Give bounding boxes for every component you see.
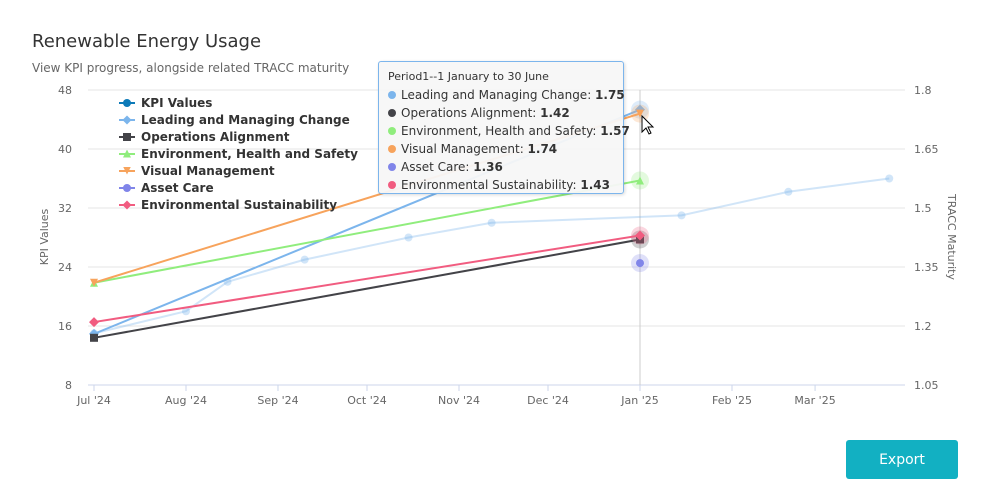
legend-item[interactable]: Operations Alignment xyxy=(119,128,358,145)
tooltip-value: 1.57 xyxy=(600,124,630,138)
y2-tick-label: 1.2 xyxy=(914,320,932,333)
series-line-2 xyxy=(93,238,641,339)
legend-symbol-icon xyxy=(119,149,135,159)
y2-axis-title: TRACC Maturity xyxy=(945,193,958,281)
tooltip: Period1--1 January to 30 June Leading an… xyxy=(378,61,630,194)
tooltip-row: Environmental Sustainability: 1.43 xyxy=(388,176,614,194)
legend-symbol-icon xyxy=(119,183,135,193)
data-point xyxy=(885,174,894,183)
y-tick-label: 16 xyxy=(58,320,72,333)
y-tick-label: 8 xyxy=(65,379,72,392)
legend-item[interactable]: Visual Management xyxy=(119,162,358,179)
series-dot-icon xyxy=(388,181,396,189)
y-tick-label: 32 xyxy=(58,202,72,215)
y2-tick-label: 1.65 xyxy=(914,143,939,156)
legend-item[interactable]: KPI Values xyxy=(119,94,358,111)
x-tick-label: Dec '24 xyxy=(527,394,569,407)
tooltip-label: Visual Management: xyxy=(401,142,528,156)
data-point xyxy=(90,333,98,342)
legend-label: KPI Values xyxy=(141,95,213,110)
tooltip-label: Operations Alignment: xyxy=(401,106,541,120)
y-axis-title: KPI Values xyxy=(38,208,51,265)
tooltip-row: Asset Care: 1.36 xyxy=(388,158,614,176)
tooltip-value: 1.75 xyxy=(595,88,625,102)
data-point xyxy=(487,218,496,227)
legend-label: Operations Alignment xyxy=(141,129,290,144)
x-tick-label: Oct '24 xyxy=(347,394,387,407)
x-tick-label: Aug '24 xyxy=(165,394,207,407)
series-dot-icon xyxy=(388,127,396,135)
tooltip-value: 1.43 xyxy=(580,178,610,192)
tooltip-label: Asset Care: xyxy=(401,160,474,174)
legend-label: Visual Management xyxy=(141,163,275,178)
legend: KPI Values Leading and Managing Change Ope… xyxy=(119,94,358,213)
tooltip-row: Environment, Health and Safety: 1.57 xyxy=(388,122,630,140)
tooltip-label: Environment, Health and Safety: xyxy=(401,124,601,138)
data-point xyxy=(404,233,413,242)
series-line-3 xyxy=(93,179,641,284)
legend-label: Environment, Health and Safety xyxy=(141,146,358,161)
series-dot-icon xyxy=(388,145,396,153)
legend-item[interactable]: Environment, Health and Safety xyxy=(119,145,358,162)
series-dot-icon xyxy=(388,163,396,171)
tooltip-row: Operations Alignment: 1.42 xyxy=(388,104,614,122)
y2-tick-label: 1.8 xyxy=(914,84,932,97)
y2-tick-label: 1.5 xyxy=(914,202,932,215)
x-tick-label: Jan '25 xyxy=(620,394,658,407)
export-button[interactable]: Export xyxy=(846,440,958,479)
series-line-6 xyxy=(93,234,641,324)
data-point xyxy=(89,317,99,328)
data-point xyxy=(635,230,645,241)
legend-symbol-icon xyxy=(119,114,135,125)
series-dot-icon xyxy=(388,109,396,117)
data-point xyxy=(636,109,644,118)
data-point xyxy=(90,278,98,287)
legend-symbol-icon xyxy=(119,199,135,210)
legend-label: Asset Care xyxy=(141,180,214,195)
series-line-0 xyxy=(93,177,890,335)
series-dot-icon xyxy=(388,91,396,99)
data-point xyxy=(784,187,793,196)
legend-label: Leading and Managing Change xyxy=(141,112,350,127)
legend-item[interactable]: Asset Care xyxy=(119,179,358,196)
tooltip-row: Visual Management: 1.74 xyxy=(388,140,614,158)
cursor-icon xyxy=(641,114,655,135)
data-point xyxy=(677,211,686,220)
chart-subtitle: View KPI progress, alongside related TRA… xyxy=(32,61,350,75)
legend-symbol-icon xyxy=(119,132,135,142)
data-point xyxy=(636,259,644,268)
y2-tick-label: 1.35 xyxy=(914,261,939,274)
y2-tick-label: 1.05 xyxy=(914,379,939,392)
chart-title: Renewable Energy Usage xyxy=(32,31,262,52)
x-tick-label: Jul '24 xyxy=(76,394,111,407)
y-tick-label: 48 xyxy=(58,84,72,97)
tooltip-value: 1.74 xyxy=(527,142,558,156)
y-tick-label: 24 xyxy=(58,261,72,274)
legend-symbol-icon xyxy=(119,98,135,108)
x-tick-label: Nov '24 xyxy=(438,394,480,407)
x-tick-label: Mar '25 xyxy=(794,394,835,407)
data-point xyxy=(300,255,309,264)
legend-item[interactable]: Leading and Managing Change xyxy=(119,111,358,128)
legend-symbol-icon xyxy=(119,166,135,176)
y-tick-label: 40 xyxy=(58,143,72,156)
tooltip-header: Period1--1 January to 30 June xyxy=(388,70,549,83)
tooltip-row: Leading and Managing Change: 1.75 xyxy=(388,86,625,104)
legend-item[interactable]: Environmental Sustainability xyxy=(119,196,358,213)
x-tick-label: Feb '25 xyxy=(712,394,752,407)
tooltip-label: Environmental Sustainability: xyxy=(401,178,581,192)
tooltip-value: 1.36 xyxy=(473,160,503,174)
data-point xyxy=(181,307,190,316)
legend-label: Environmental Sustainability xyxy=(141,197,338,212)
data-point xyxy=(636,176,644,185)
x-tick-label: Sep '24 xyxy=(257,394,298,407)
tooltip-value: 1.42 xyxy=(540,106,570,120)
tooltip-label: Leading and Managing Change: xyxy=(401,88,596,102)
